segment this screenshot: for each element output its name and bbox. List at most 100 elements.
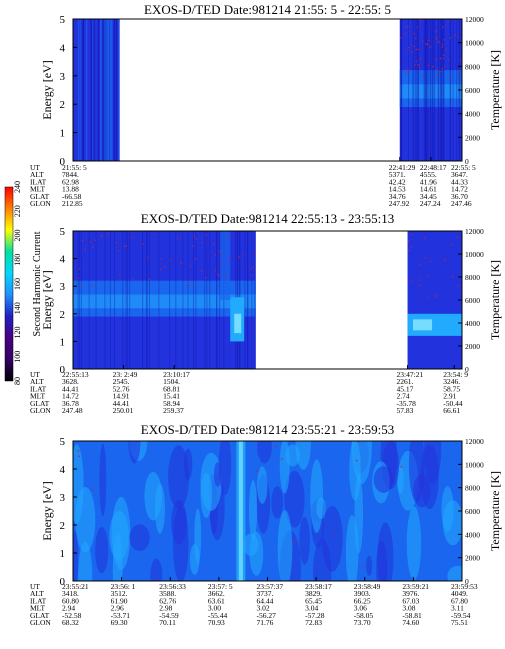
streak — [86, 19, 88, 161]
info-cell: 3976. — [402, 589, 419, 598]
speckle — [407, 47, 410, 49]
speckle — [423, 237, 426, 239]
speckle — [436, 36, 438, 39]
info-row-label: ALT — [30, 170, 44, 179]
colorbar-gradient — [4, 186, 14, 382]
info-row-label: UT — [30, 582, 40, 591]
info-cell: 60.80 — [62, 596, 79, 605]
streak — [432, 19, 434, 161]
speckle — [91, 285, 93, 287]
streak — [204, 231, 206, 369]
info-cell: 22:55:13 — [62, 370, 89, 379]
streak — [142, 231, 144, 369]
info-cell: 69.30 — [111, 618, 128, 627]
speckle — [400, 37, 402, 39]
speckle — [420, 284, 422, 286]
info-cell: 68.81 — [163, 384, 180, 393]
info-cell: 250.01 — [113, 406, 134, 415]
y-tick-label: 1 — [60, 548, 66, 560]
info-cell: 14.72 — [62, 392, 79, 401]
speckle — [432, 65, 434, 68]
contour-blob — [271, 486, 284, 519]
speckle — [457, 36, 459, 39]
y-tick-label: 0 — [60, 364, 66, 376]
info-cell: 14.53 — [389, 185, 406, 194]
info-cell: 66.61 — [443, 406, 460, 415]
streak — [122, 231, 124, 369]
y-tick-label: 5 — [60, 226, 66, 238]
colorbar-tick-label: 120 — [13, 327, 22, 339]
streak — [78, 19, 80, 161]
streak — [102, 19, 104, 161]
speckle — [78, 455, 80, 458]
info-cell: -52.58 — [62, 611, 82, 620]
speckle — [415, 49, 417, 51]
info-cell: 3246. — [443, 377, 460, 386]
speckle — [444, 259, 446, 261]
streak — [108, 19, 110, 161]
contour-blob — [128, 441, 141, 464]
info-cell: 44.41 — [113, 399, 130, 408]
y-axis-label: Energy [eV] — [40, 270, 54, 329]
speckle — [214, 254, 217, 256]
panel-title: EXOS-D/TED Date:981214 21:55: 5 - 22:55:… — [144, 2, 391, 17]
info-cell: 36.78 — [62, 399, 79, 408]
streak — [424, 19, 426, 161]
contour-blob — [172, 505, 189, 581]
speckle — [416, 26, 418, 29]
streak — [158, 231, 160, 369]
contour-blob — [95, 526, 109, 574]
y2-tick-label: 10000 — [465, 460, 484, 469]
contour-blob — [78, 541, 93, 581]
info-cell: 2545. — [113, 377, 130, 386]
info-cell: 212.85 — [62, 199, 83, 208]
streak — [113, 19, 115, 161]
energy-band-core — [73, 294, 256, 309]
streak — [442, 19, 444, 161]
speckle — [77, 450, 80, 452]
speckle — [238, 256, 241, 258]
speckle — [132, 231, 134, 233]
info-cell: 22:55: 5 — [451, 163, 476, 172]
streak — [209, 231, 211, 369]
speckle — [435, 295, 438, 297]
y2-tick-label: 6000 — [465, 296, 480, 305]
y2-tick-label: 8000 — [465, 484, 480, 493]
streak — [105, 19, 107, 161]
speckle — [195, 282, 197, 284]
speckle — [411, 234, 414, 236]
speckle — [414, 64, 416, 67]
streak — [125, 231, 127, 369]
contour-blob — [366, 555, 373, 576]
speckle — [256, 470, 259, 472]
speckle — [441, 67, 443, 70]
y-tick-label: 4 — [60, 254, 66, 266]
info-cell: 3.04 — [305, 604, 318, 613]
speckle — [125, 245, 127, 247]
info-cell: 3829. — [305, 589, 322, 598]
streak — [100, 19, 102, 161]
speckle — [177, 237, 179, 239]
speckle — [189, 265, 192, 267]
speckle — [117, 250, 120, 252]
speckle — [252, 266, 254, 269]
info-cell: 3662. — [208, 589, 225, 598]
speckle — [428, 39, 430, 42]
info-cell: 67.03 — [402, 596, 419, 605]
speckle — [460, 58, 462, 61]
y-tick-label: 3 — [60, 71, 66, 83]
speckle — [449, 75, 451, 77]
y2-tick-label: 8000 — [465, 62, 480, 71]
streak — [427, 19, 429, 161]
contour-blob — [73, 444, 84, 524]
info-cell: 23:59:53 — [451, 582, 478, 591]
speckle — [441, 46, 443, 49]
speckle — [427, 64, 430, 66]
info-cell: 23:59:21 — [402, 582, 429, 591]
speckle — [419, 67, 421, 70]
panel-title: EXOS-D/TED Date:981214 22:55:13 - 23:55:… — [141, 211, 394, 226]
contour-blob — [248, 480, 258, 541]
y-tick-label: 2 — [60, 520, 66, 532]
y2-tick-label: 12000 — [465, 227, 484, 236]
